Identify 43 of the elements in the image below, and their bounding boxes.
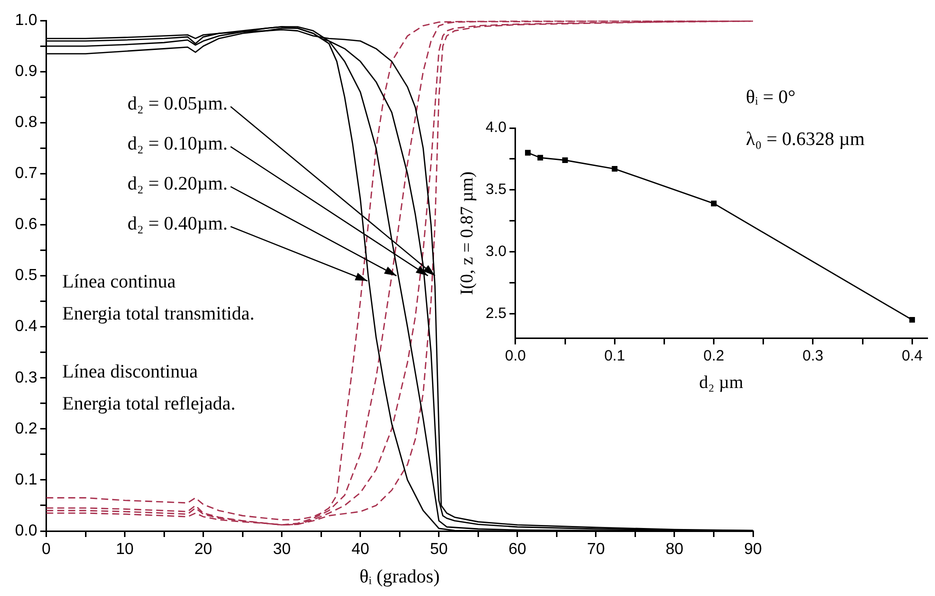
annotation: d₂ = 0.10µm. — [128, 134, 228, 155]
x-tick-label: 90 — [744, 541, 762, 558]
y-tick-label: 2.5 — [486, 304, 506, 322]
y-axis-title: I(0, z = 0.87 µm) — [456, 171, 477, 295]
y-tick-label: 0.5 — [14, 267, 38, 284]
annotation: d₂ = 0.05µm. — [128, 94, 228, 115]
y-tick-label: 0.6 — [14, 216, 38, 234]
y-tick-label: 0.9 — [14, 63, 38, 80]
y-tick-label: 0.4 — [14, 318, 38, 336]
x-tick-label: 0 — [42, 541, 51, 558]
x-tick-label: 0.4 — [902, 348, 923, 365]
annotation: θᵢ = 0° — [746, 86, 796, 108]
x-tick-label: 20 — [194, 541, 212, 558]
x-tick-label: 80 — [666, 541, 684, 558]
annotation: Energia total reflejada. — [62, 394, 236, 415]
x-tick-label: 0.1 — [604, 348, 626, 365]
annotation: λ₀ = 0.6328 µm — [746, 128, 865, 150]
y-tick-label: 3.0 — [486, 242, 506, 260]
x-tick-label: 60 — [508, 541, 526, 558]
x-tick-label: 0.0 — [505, 348, 526, 365]
y-tick-label: 1.0 — [14, 12, 38, 30]
y-tick-label: 4.0 — [486, 119, 506, 136]
y-tick-label: 0.8 — [14, 114, 38, 132]
x-tick-label: 10 — [116, 541, 134, 558]
annotation: Línea discontinua — [62, 362, 198, 383]
x-tick-label: 70 — [587, 541, 605, 558]
annotation: d₂ = 0.20µm. — [128, 174, 228, 195]
annotation: Línea continua — [62, 272, 176, 293]
x-tick-label: 30 — [272, 541, 291, 558]
x-tick-label: 0.2 — [703, 348, 724, 365]
x-tick-label: 0.3 — [802, 348, 824, 365]
annotation: d₂ = 0.40µm. — [128, 214, 228, 235]
y-tick-label: 0.2 — [14, 420, 38, 438]
x-axis-title: θᵢ (grados) — [359, 566, 440, 588]
y-tick-label: 0.7 — [14, 165, 38, 182]
y-tick-label: 0.1 — [14, 471, 38, 488]
y-tick-label: 3.5 — [486, 181, 506, 198]
x-axis-title: d₂ µm — [699, 372, 744, 392]
x-tick-label: 50 — [430, 541, 448, 558]
annotation: Energia total transmitida. — [62, 304, 254, 325]
y-tick-label: 0.0 — [14, 522, 38, 540]
y-tick-label: 0.3 — [14, 369, 38, 386]
x-tick-label: 40 — [351, 541, 370, 558]
